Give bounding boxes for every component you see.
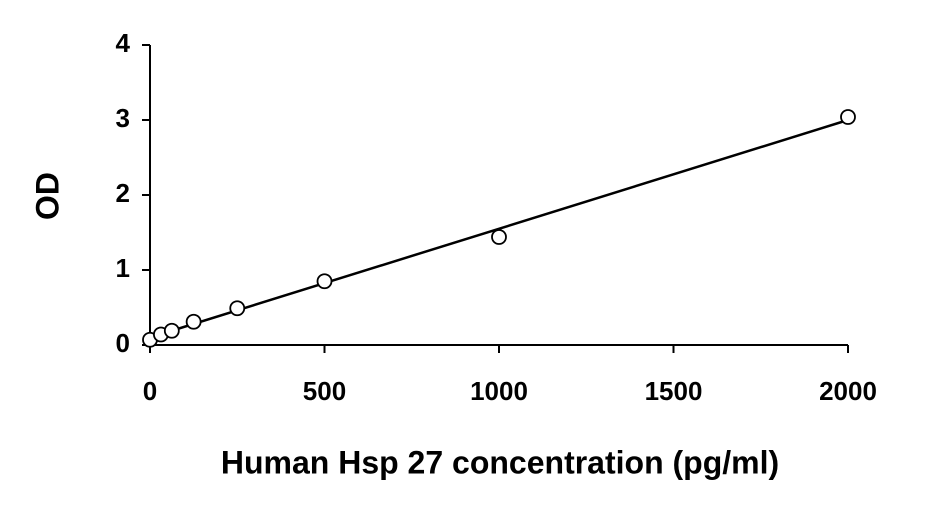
y-tick-label: 2 [116,178,130,208]
y-tick-label: 0 [116,328,130,358]
data-point [840,109,856,125]
data-point [163,322,180,339]
data-point [491,229,507,245]
data-point [316,273,333,290]
data-point [185,313,202,330]
x-tick-label: 1000 [470,376,528,406]
x-tick-label: 0 [143,376,157,406]
y-tick-label: 4 [116,28,131,58]
x-tick-label: 1500 [645,376,703,406]
y-axis-title: OD [29,172,65,220]
trendline [149,118,849,339]
x-tick-label: 500 [303,376,346,406]
data-point [229,300,246,317]
x-axis-title: Human Hsp 27 concentration (pg/ml) [221,444,779,480]
x-tick-label: 2000 [819,376,877,406]
y-tick-label: 3 [116,103,130,133]
y-tick-label: 1 [116,253,130,283]
